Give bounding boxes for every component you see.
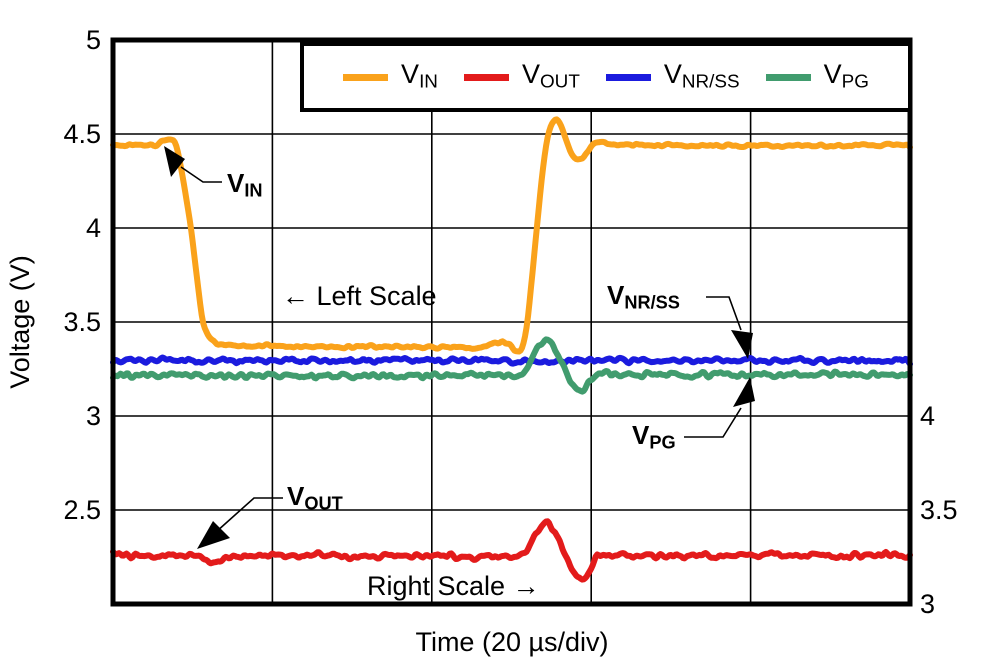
y-left-tick-4: 4 [85,213,101,243]
annotation-right-scale: Right Scale → [367,571,540,601]
y-left-tick-3_5: 3.5 [63,307,101,337]
legend-item-vnrss: VNR/SS [605,61,740,92]
legend-label-vout: VOUT [522,61,580,92]
vnrss-arrowhead-icon [731,330,753,359]
annotation-vout: VOUT [287,481,343,514]
vin-leader [180,166,222,183]
y-left-tick-4_5: 4.5 [63,119,101,149]
legend-label-vpg: VPG [824,61,869,92]
vpg-leader [684,407,742,438]
trace-v-pg [110,336,913,395]
legend-label-vout-main: V [521,59,540,90]
legend-swatch-vout [463,73,509,81]
y-axis-title: Voltage (V) [5,255,35,389]
y-right-tick-4: 4 [920,401,936,431]
legend-label-vin: VIN [401,61,438,92]
annotation-vin-main: V [227,168,245,198]
legend-label-vpg-main: V [823,59,842,90]
vout-arrowhead-icon [197,521,230,549]
legend-item-vpg: VPG [765,61,869,92]
trace-v-in [110,116,913,355]
legend-label-vin-sub: IN [419,71,438,93]
annotation-vpg-main: V [632,420,650,450]
legend-item-vout: VOUT [463,61,580,92]
y-left-tick-5: 5 [85,25,101,55]
annotation-vout-main: V [287,481,305,511]
legend-label-vnrss-sub: NR/SS [681,71,740,93]
annotation-leaders [180,166,742,533]
plot-border [110,37,913,607]
legend-item-vin: VIN [343,61,438,92]
legend-label-vnrss-main: V [663,59,682,90]
y-left-tick-2_5: 2.5 [63,495,101,525]
annotation-arrowheads [164,146,755,549]
annotation-vout-sub: OUT [304,493,343,514]
annotation-vpg-sub: PG [649,432,676,453]
legend-label-vpg-sub: PG [841,71,869,93]
legend-label-vin-main: V [401,59,420,90]
y-right-tick-3_5: 3.5 [920,495,958,525]
traces [110,116,913,583]
vout-leader [215,497,283,533]
legend-label-vnrss: VNR/SS [664,61,740,92]
annotation-vin-sub: IN [244,180,263,201]
trace-v-out [110,518,913,583]
vpg-arrowhead-icon [733,377,755,407]
annotation-vnrss-main: V [607,280,625,310]
gridlines [113,40,910,604]
legend-swatch-vnrss [605,73,651,81]
annotation-vnrss: VNR/SS [607,280,680,313]
legend-label-vout-sub: OUT [539,71,580,93]
x-axis-title: Time (20 µs/div) [415,627,609,657]
vin-arrowhead-icon [164,146,185,177]
annotation-vin: VIN [227,168,263,201]
legend-swatch-vin [343,73,389,81]
trace-v-nr-ss [110,354,913,368]
y-left-tick-3: 3 [85,401,101,431]
y-right-tick-3: 3 [920,589,936,619]
legend: VIN VOUT VNR/SS VPG [300,42,912,112]
annotation-vnrss-sub: NR/SS [624,292,680,313]
vnrss-leader [706,296,742,331]
annotation-vpg: VPG [632,420,676,453]
legend-swatch-vpg [765,73,811,81]
annotation-left-scale: ← Left Scale [282,281,437,311]
